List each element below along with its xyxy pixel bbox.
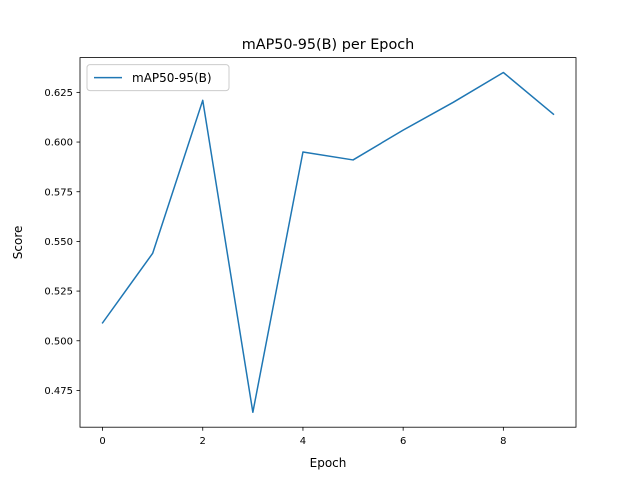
legend-box	[86, 64, 230, 92]
x-tick-label: 4	[300, 436, 306, 447]
y-tick-label: 0.625	[44, 88, 73, 99]
y-axis-label: Score	[11, 226, 25, 260]
x-tick-label: 0	[99, 436, 105, 447]
series-line	[101, 71, 555, 414]
series-layer	[101, 71, 555, 414]
y-tick-label: 0.500	[44, 336, 73, 347]
x-axis-label: Epoch	[310, 456, 347, 470]
x-axis-ticks: 0 2 4 6 8	[99, 427, 507, 447]
y-axis-ticks: 0.475 0.500 0.525 0.550 0.575 0.600 0.625	[44, 88, 80, 397]
plot-frame	[79, 57, 577, 428]
y-tick-label: 0.575	[44, 187, 73, 198]
legend-label: mAP50-95(B)	[132, 71, 212, 85]
x-tick-label: 8	[500, 436, 506, 447]
legend: mAP50-95(B)	[86, 64, 230, 92]
y-tick-label: 0.550	[44, 237, 73, 248]
y-tick-label: 0.525	[44, 287, 73, 298]
x-tick-label: 2	[200, 436, 206, 447]
y-tick-label: 0.475	[44, 386, 73, 397]
plot-area	[80, 57, 576, 428]
y-tick-label: 0.600	[44, 138, 73, 149]
chart-title: mAP50-95(B) per Epoch	[242, 37, 415, 53]
x-tick-label: 6	[400, 436, 406, 447]
